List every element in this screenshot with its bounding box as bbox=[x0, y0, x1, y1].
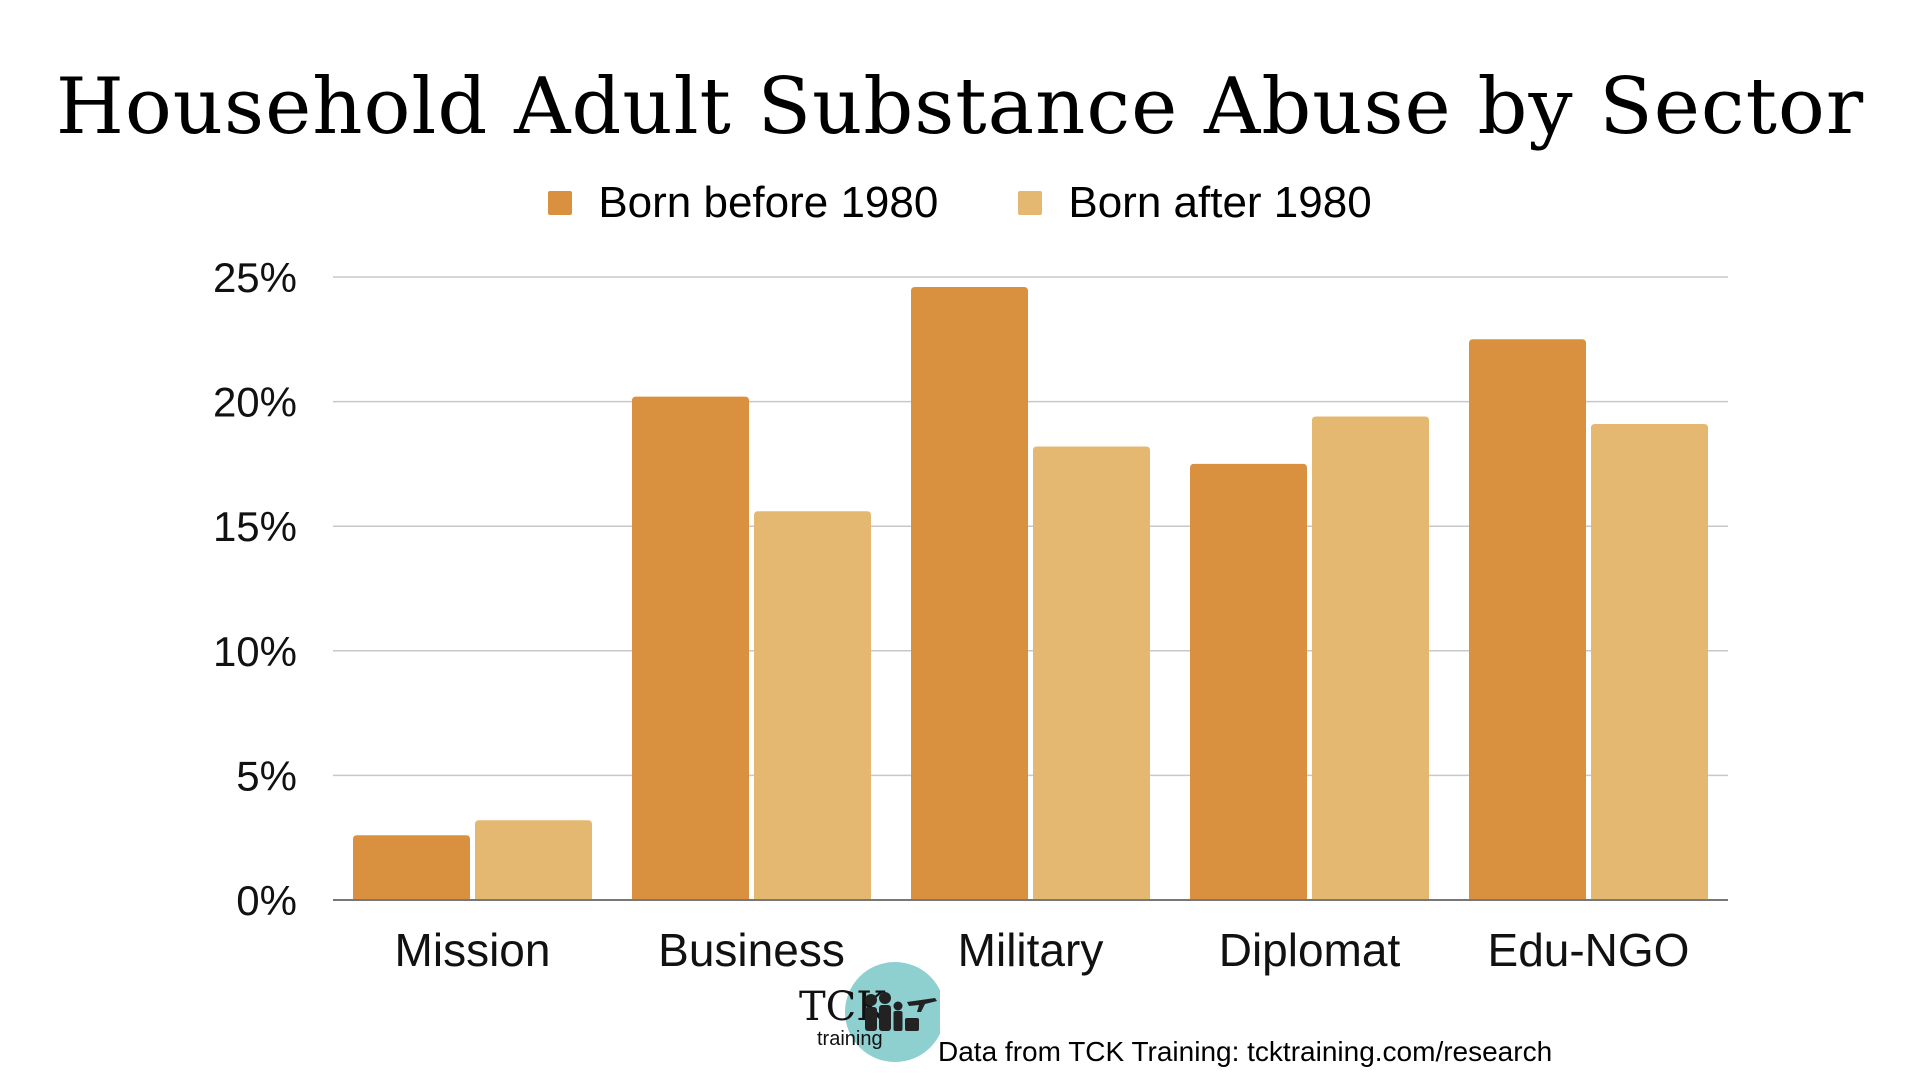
source-note: Data from TCK Training: tcktraining.com/… bbox=[938, 1036, 1553, 1067]
y-tick-label: 10% bbox=[213, 628, 297, 675]
legend-swatch-series-1 bbox=[548, 191, 573, 215]
x-tick-label: Military bbox=[958, 924, 1104, 976]
y-tick-label: 25% bbox=[213, 254, 297, 301]
airplane-icon bbox=[907, 998, 937, 1012]
y-tick-label: 5% bbox=[236, 752, 297, 799]
logo-circle bbox=[845, 962, 940, 1062]
logo-text-training: training bbox=[817, 1028, 883, 1050]
bar-military-series-2 bbox=[1033, 446, 1150, 900]
bar-diplomat-series-2 bbox=[1312, 416, 1429, 900]
x-tick-label: Edu-NGO bbox=[1488, 924, 1690, 976]
chart-title: Household Adult Substance Abuse by Secto… bbox=[55, 62, 1865, 152]
bar-edu-ngo-series-1 bbox=[1469, 339, 1586, 900]
x-tick-label: Business bbox=[658, 924, 845, 976]
x-tick-label: Diplomat bbox=[1219, 924, 1401, 976]
bar-business-series-1 bbox=[632, 396, 749, 900]
bar-mission-series-1 bbox=[353, 835, 470, 900]
legend-label-series-2: Born after 1980 bbox=[1068, 178, 1372, 227]
bar-edu-ngo-series-2 bbox=[1591, 424, 1708, 900]
family-figures-icon bbox=[865, 992, 919, 1031]
legend-label-series-1: Born before 1980 bbox=[598, 178, 939, 227]
bar-military-series-1 bbox=[911, 286, 1028, 900]
y-tick-label: 15% bbox=[213, 503, 297, 550]
tck-training-logo: TCK training bbox=[799, 962, 940, 1062]
legend-entry-series-1: Born before 1980 bbox=[548, 178, 938, 228]
y-tick-label: 0% bbox=[236, 877, 297, 924]
legend-entry-series-2: Born after 1980 bbox=[1018, 178, 1372, 228]
legend-swatch-series-2 bbox=[1018, 191, 1043, 215]
y-tick-label: 20% bbox=[213, 379, 297, 426]
x-tick-label: Mission bbox=[395, 924, 551, 976]
legend: Born before 1980 Born after 1980 bbox=[0, 178, 1920, 228]
bar-mission-series-2 bbox=[475, 820, 592, 900]
bar-business-series-2 bbox=[754, 511, 871, 900]
bar-diplomat-series-1 bbox=[1190, 463, 1307, 900]
